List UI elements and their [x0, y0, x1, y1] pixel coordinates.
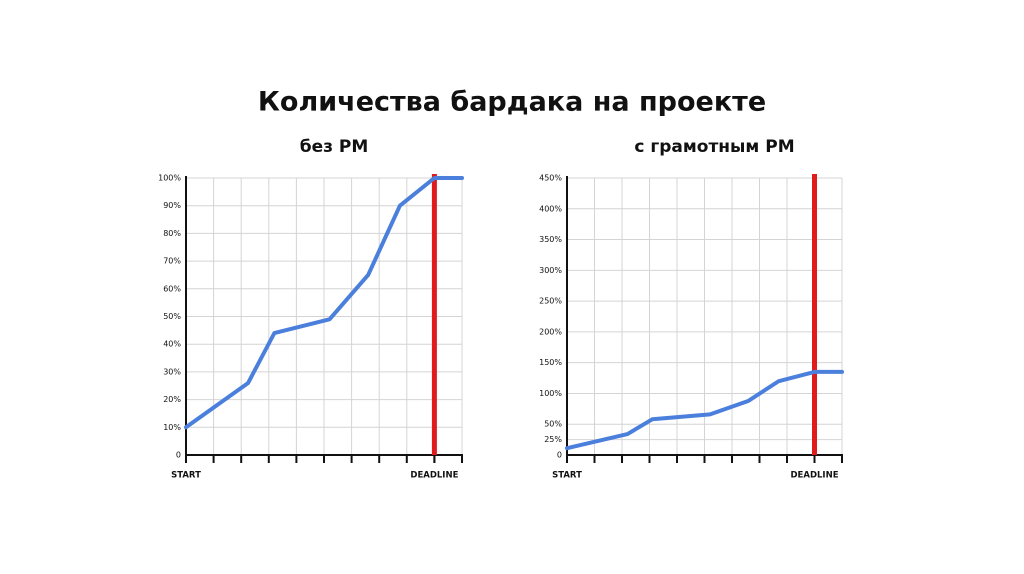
y-tick-label: 90% — [163, 201, 181, 210]
y-tick-label: 250% — [539, 297, 562, 306]
y-tick-label: 200% — [539, 327, 562, 336]
y-tick-label: 60% — [163, 284, 181, 293]
y-tick-label: 450% — [539, 174, 562, 183]
y-tick-label: 300% — [539, 266, 562, 275]
x-tick-label: START — [552, 471, 582, 481]
x-tick-label: DEADLINE — [791, 471, 839, 481]
main-title: Количества бардака на проекте — [258, 87, 766, 118]
y-tick-label: 350% — [539, 235, 562, 244]
y-tick-label: 80% — [163, 229, 181, 238]
y-tick-label: 0 — [557, 451, 562, 460]
x-tick-label: START — [171, 471, 201, 481]
chart-title: без PM — [300, 137, 369, 157]
y-tick-label: 40% — [163, 340, 181, 349]
y-tick-label: 25% — [544, 435, 562, 444]
y-tick-label: 50% — [544, 420, 562, 429]
y-tick-label: 70% — [163, 257, 181, 266]
y-tick-label: 30% — [163, 367, 181, 376]
y-tick-label: 100% — [158, 174, 181, 183]
y-tick-label: 400% — [539, 204, 562, 213]
y-tick-label: 10% — [163, 423, 181, 432]
y-tick-label: 100% — [539, 389, 562, 398]
line-series — [184, 176, 464, 430]
x-tick-label: DEADLINE — [410, 471, 458, 481]
y-tick-label: 0 — [176, 451, 181, 460]
chart-title: с грамотным PM — [634, 137, 794, 157]
line-series — [565, 369, 844, 451]
y-tick-label: 50% — [163, 312, 181, 321]
y-tick-label: 20% — [163, 395, 181, 404]
y-tick-label: 150% — [539, 358, 562, 367]
